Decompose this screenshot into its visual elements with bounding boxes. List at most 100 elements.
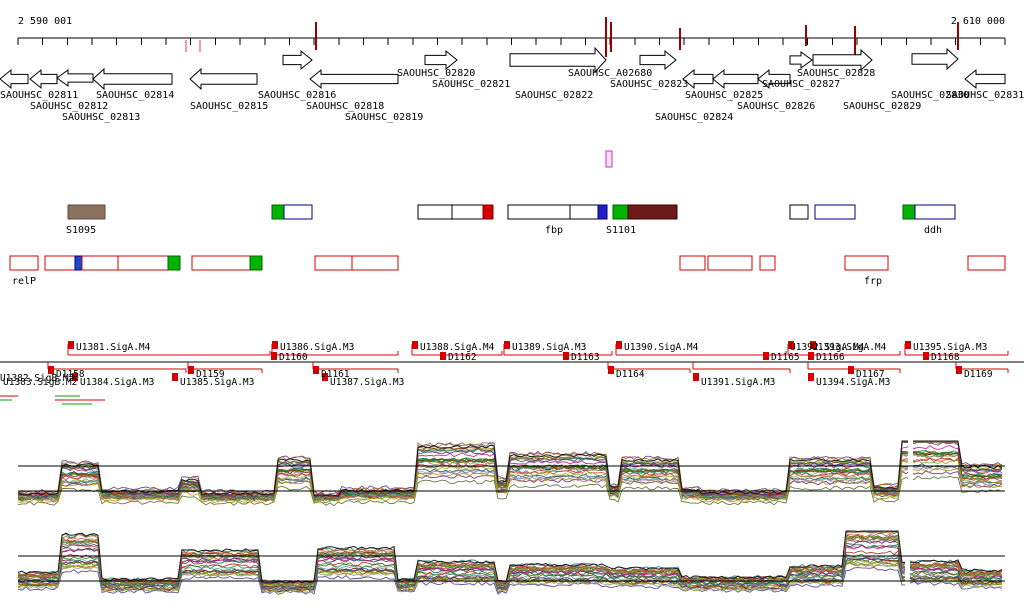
gene-arrow[interactable]	[0, 68, 29, 90]
tu-marker[interactable]	[956, 366, 962, 374]
tu-marker[interactable]	[608, 366, 614, 374]
feature-box[interactable]	[789, 204, 809, 220]
panel-gap	[905, 530, 910, 607]
tu-marker[interactable]	[693, 373, 699, 381]
tu-marker[interactable]	[322, 373, 328, 381]
tu-label: D1166	[816, 352, 845, 363]
tu-marker[interactable]	[810, 341, 816, 349]
tu-marker[interactable]	[188, 366, 194, 374]
tu-label: U1388.SigA.M4	[420, 342, 495, 353]
feature-box[interactable]	[597, 204, 608, 220]
gene-arrow[interactable]	[56, 69, 94, 87]
gene-arrow[interactable]	[424, 49, 458, 71]
feature-box[interactable]	[417, 204, 453, 220]
tu-label: U1385.SigA.M3	[180, 377, 254, 388]
tu-marker[interactable]	[72, 373, 78, 381]
tu-marker[interactable]	[48, 366, 54, 374]
feature-label: S1095	[66, 225, 96, 236]
gene-arrow[interactable]	[29, 68, 58, 90]
gene-label: SAOUHSC_02821	[432, 79, 510, 90]
tu-marker[interactable]	[440, 352, 446, 360]
tu-marker[interactable]	[68, 341, 74, 349]
gene-arrow[interactable]	[911, 47, 959, 71]
gene-arrow[interactable]	[282, 49, 313, 71]
feature-box[interactable]	[191, 255, 251, 271]
feature-box[interactable]	[707, 255, 753, 271]
gene-arrow[interactable]	[639, 49, 677, 71]
feature-box[interactable]	[612, 204, 629, 220]
feature-box[interactable]	[351, 255, 399, 271]
gene-arrow[interactable]	[682, 68, 714, 90]
gene-arrow[interactable]	[189, 67, 258, 91]
tu-marker[interactable]	[808, 352, 814, 360]
tu-label: D1159	[196, 369, 225, 380]
tu-label: U1391.SigA.M3	[701, 377, 775, 388]
expression-trace	[17, 467, 1003, 504]
feature-box[interactable]	[67, 204, 106, 220]
tu-marker[interactable]	[848, 366, 854, 374]
feature-box[interactable]	[271, 204, 285, 220]
feature-box[interactable]	[74, 255, 83, 271]
feature-box[interactable]	[117, 255, 169, 271]
feature-box[interactable]	[9, 255, 39, 271]
gene-arrow[interactable]	[309, 68, 399, 90]
gene-arrow[interactable]	[789, 51, 813, 69]
tu-label: U1387.SigA.M3	[330, 377, 404, 388]
feature-box[interactable]	[914, 204, 956, 220]
gene-label: SAOUHSC_02828	[797, 68, 875, 79]
tu-marker[interactable]	[616, 341, 622, 349]
gene-label: SAOUHSC_02815	[190, 101, 268, 112]
feature-box[interactable]	[44, 255, 76, 271]
gene-arrow[interactable]	[964, 68, 1006, 90]
gene-arrow[interactable]	[92, 67, 173, 91]
feature-box[interactable]	[482, 204, 494, 220]
gene-label: SAOUHSC_02814	[96, 90, 174, 101]
tu-marker[interactable]	[172, 373, 178, 381]
gene-arrow[interactable]	[812, 48, 873, 72]
gene-label: SAOUHSC_02823	[610, 79, 688, 90]
tu-marker[interactable]	[504, 341, 510, 349]
tu-marker[interactable]	[412, 341, 418, 349]
feature-box[interactable]	[627, 204, 678, 220]
expression-trace	[17, 459, 1003, 504]
ruler-mark	[854, 26, 856, 58]
feature-box[interactable]	[283, 204, 313, 220]
feature-box[interactable]	[902, 204, 916, 220]
tu-marker[interactable]	[808, 373, 814, 381]
feature-box[interactable]	[451, 204, 484, 220]
feature-box[interactable]	[679, 255, 706, 271]
tu-marker[interactable]	[313, 366, 319, 374]
ruler-mark	[679, 28, 681, 50]
tu-marker[interactable]	[272, 341, 278, 349]
feature-box[interactable]	[507, 204, 571, 220]
gene-arrow[interactable]	[509, 46, 607, 74]
tu-label: D1162	[448, 352, 477, 363]
feature-box[interactable]	[314, 255, 353, 271]
tu-marker[interactable]	[563, 352, 569, 360]
tu-marker[interactable]	[905, 341, 911, 349]
tu-marker[interactable]	[271, 352, 277, 360]
gene-label: SAOUHSC_02830	[891, 90, 969, 101]
ruler-start-label: 2 590 001	[18, 16, 72, 27]
tu-marker[interactable]	[923, 352, 929, 360]
feature-box[interactable]	[844, 255, 889, 271]
feature-box[interactable]	[569, 204, 599, 220]
gene-arrow[interactable]	[712, 68, 759, 90]
gene-label: SAOUHSC_02812	[30, 101, 108, 112]
feature-box[interactable]	[967, 255, 1006, 271]
feature-box[interactable]	[81, 255, 119, 271]
expression-envelope	[17, 530, 1003, 584]
feature-box[interactable]	[167, 255, 181, 271]
lone-feature-box[interactable]	[605, 150, 613, 168]
feature-box[interactable]	[814, 204, 856, 220]
tu-label: U1393.SigA.M4	[812, 342, 887, 353]
expression-trace	[17, 475, 1003, 507]
tu-marker[interactable]	[788, 341, 794, 349]
panel-gap	[908, 440, 913, 517]
gene-arrow[interactable]	[757, 68, 791, 90]
tu-label: D1167	[856, 369, 885, 380]
tu-marker[interactable]	[763, 352, 769, 360]
feature-box[interactable]	[249, 255, 263, 271]
feature-box[interactable]	[759, 255, 776, 271]
feature-label: fbp	[545, 225, 563, 236]
